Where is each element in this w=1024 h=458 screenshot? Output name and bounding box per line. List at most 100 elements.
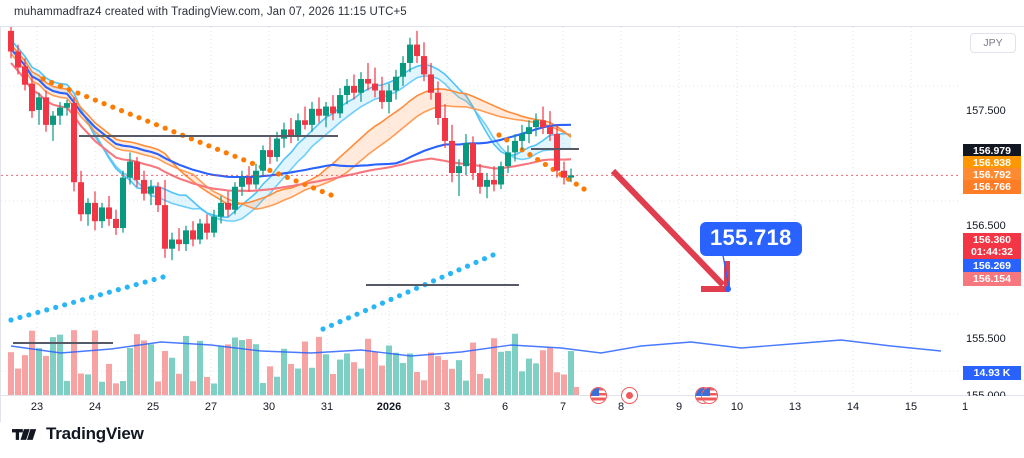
anchor-dot[interactable] [725,286,731,292]
volume-bar [526,358,532,395]
candle-body [267,150,273,157]
volume-bar [358,368,364,395]
volume-bar [155,381,161,395]
candle-body [148,186,154,194]
volume-bar [148,344,154,395]
tradingview-brand-name: TradingView [46,424,144,443]
candle-body [106,207,112,219]
volume-bar [225,344,231,395]
forecast-price-label: 155.718 [700,222,802,256]
price-label-ma-2: 156.792 [963,168,1021,182]
candle-body [491,179,497,185]
volume-bar [57,334,63,395]
sar-cyan-dot [70,299,77,305]
candle-body [253,170,259,185]
volume-bar [316,336,322,395]
candle-body [309,108,315,125]
sar-cyan-dot [160,274,166,280]
time-axis[interactable]: 23 24 25 27 30 31 2026 3 6 7 8 9 10 13 14 15 [0,396,960,422]
candle-body [470,143,476,174]
sar-orange-dot [249,160,256,166]
candle-body [302,120,308,125]
volume-bar [85,374,91,395]
volume-bar [498,351,504,395]
candle-body [442,117,448,141]
volume-bar [295,368,301,395]
down-trend-arrow[interactable] [610,168,726,288]
candle-body [218,202,224,217]
sar-cyan-dot [26,312,32,318]
sar-orange-dot [101,101,107,107]
volume-bar [92,330,98,395]
candle-body [211,216,217,233]
sar-orange-dot [565,176,572,182]
price-label-current: 156.360 [963,233,1021,247]
volume-bar [113,383,119,395]
candle-body [141,179,147,194]
candle-body [330,106,336,114]
candle-body [120,177,126,229]
candle-body [127,161,133,178]
price-axis-tick: 157.500 [966,105,1006,117]
volume-bar [281,348,287,395]
candle-body [484,179,490,187]
sar-orange-dot [504,137,510,143]
sar-orange-dot [206,143,212,149]
sar-cyan-dot [490,252,496,258]
volume-bar [561,374,567,395]
sar-cyan-dot [62,302,68,308]
candle-body [351,85,357,93]
volume-bar [169,357,175,395]
candle-body [540,120,546,128]
volume-bar [183,335,189,395]
countdown-label: 01:44:32 [963,245,1021,259]
time-axis-tick: 24 [88,401,102,413]
sar-cyan-dot [17,314,23,321]
volume-bar [379,365,385,395]
event-marker-dot[interactable] [621,387,638,404]
chart-panes[interactable] [0,26,960,396]
sar-cyan-dot [396,293,403,299]
candle-body [162,205,168,249]
candle-body [456,166,462,174]
time-axis-tick: 25 [146,401,160,413]
candle-body [64,103,70,108]
price-label-last: 156.979 [963,144,1021,158]
candle-body [274,138,280,157]
candle-body [568,175,574,178]
sar-cyan-dot [115,287,121,293]
sar-orange-dot [127,111,133,117]
sar-orange-dot [284,174,290,181]
volume-bar [246,339,252,395]
time-axis-tick: 23 [30,401,44,413]
volume-bar [22,355,28,395]
event-marker-us-flag-1[interactable] [590,387,607,404]
candle-body [372,83,378,91]
candle-body [561,170,567,178]
candle-body [225,202,231,210]
ma-blue-line [10,48,572,179]
sar-orange-dot [75,90,81,96]
sar-cyan-dot [345,315,352,321]
candle-body [246,177,252,185]
volume-bar [50,337,56,395]
volume-bar [547,347,553,395]
volume-bar [288,363,294,395]
candle-body [239,177,245,187]
volume-bar [127,347,133,395]
candle-body [554,134,560,171]
candle-body [449,140,455,174]
candle-body [288,129,294,137]
candle-body [414,44,420,57]
volume-ma-label: 14.93 K [963,366,1021,380]
price-axis-tick: 155.500 [966,333,1006,345]
sar-orange-dot [267,167,273,173]
volume-bar [456,360,462,395]
time-axis-tick: 13 [788,401,802,413]
candle-body [477,173,483,187]
candle-body [134,161,140,180]
candle-body [190,230,196,240]
